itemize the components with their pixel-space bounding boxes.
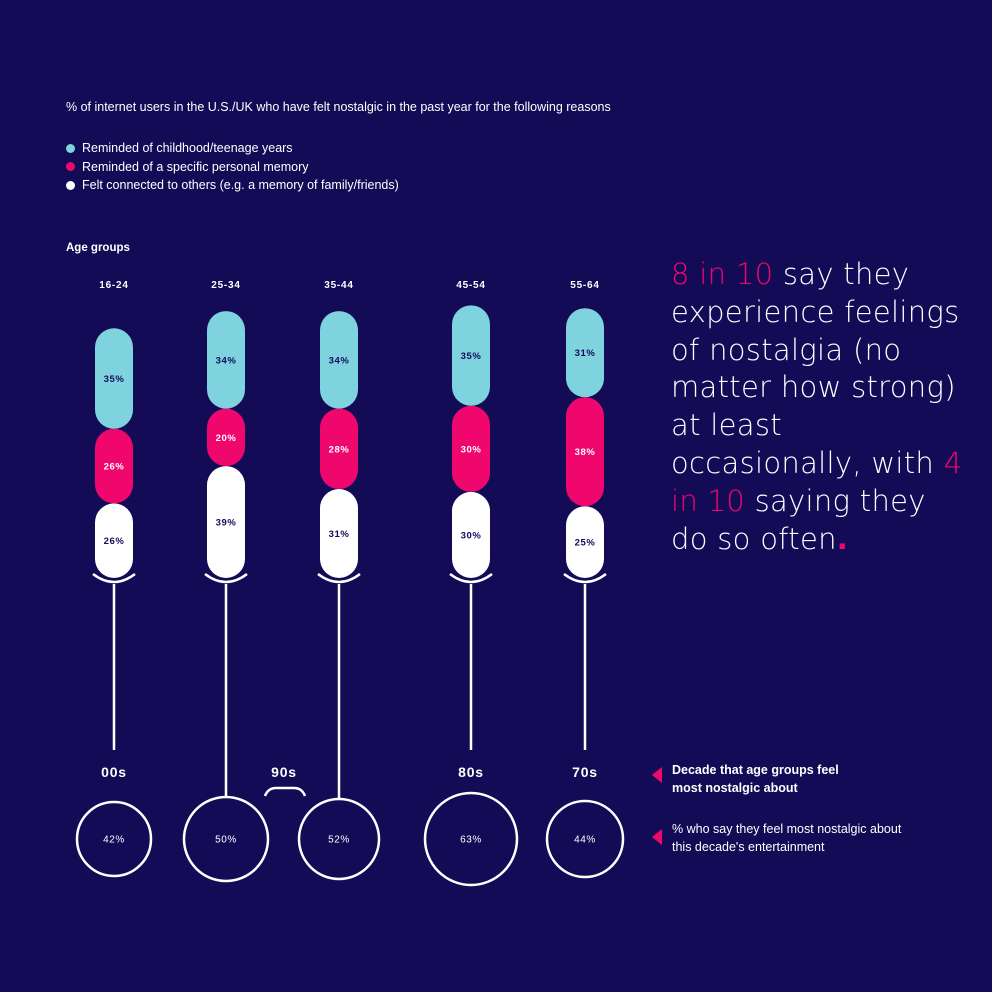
bar-segment-16-24-1 xyxy=(95,428,133,504)
nostalgia-quote: 8 in 10 say they experience feelings of … xyxy=(671,256,971,558)
bar-segment-55-64-2 xyxy=(566,506,604,578)
data-label-55-64-2: 25% xyxy=(575,538,596,549)
data-label-16-24-0: 35% xyxy=(104,374,125,385)
bar-segment-25-34-2 xyxy=(207,466,245,578)
data-label-55-64-0: 31% xyxy=(575,348,596,359)
decade-circle-55-64 xyxy=(545,799,625,879)
bar-bracket xyxy=(563,572,607,584)
bar-bracket xyxy=(317,572,361,584)
data-label-16-24-2: 26% xyxy=(104,536,125,547)
key-decade: Decade that age groups feel most nostalg… xyxy=(652,761,852,797)
legend-swatch-memory xyxy=(66,162,75,172)
stacked-bar-chart: 16-24 26% 26% 35% 42% 25-34 39% 20% 34% 50% 35-44 3… xyxy=(75,280,625,887)
key-decade-label: Decade that age groups feel most nostalg… xyxy=(672,763,839,795)
pointer-icon xyxy=(652,767,662,783)
quote-text-2: saying they do so often xyxy=(671,483,926,556)
key-percent: % who say they feel most nostalgic about… xyxy=(652,820,902,856)
decade-percent-45-54: 63% xyxy=(460,835,482,846)
data-label-35-44-2: 31% xyxy=(329,529,350,540)
data-label-16-24-1: 26% xyxy=(104,462,125,473)
legend-swatch-connected xyxy=(66,180,75,190)
bar-segment-35-44-1 xyxy=(320,408,358,490)
bar-segment-45-54-0 xyxy=(452,305,490,406)
age-label-35-44: 35-44 xyxy=(324,280,354,291)
data-label-35-44-0: 34% xyxy=(329,355,350,366)
bar-segment-25-34-1 xyxy=(207,408,245,467)
quote-text-1: say they experience feelings of nostalgi… xyxy=(671,257,960,480)
data-label-25-34-0: 34% xyxy=(216,355,237,366)
age-label-45-54: 45-54 xyxy=(456,280,486,291)
quote-highlight-8-in-10: 8 in 10 xyxy=(671,257,774,291)
decade-percent-35-44: 52% xyxy=(328,835,350,846)
legend-item-connected: Felt connected to others (e.g. a memory … xyxy=(66,176,399,195)
bar-segment-16-24-2 xyxy=(95,503,133,578)
bar-segment-45-54-2 xyxy=(452,491,490,578)
data-label-35-44-1: 28% xyxy=(329,444,350,455)
legend-label-memory: Reminded of a specific personal memory xyxy=(82,159,309,174)
data-label-45-54-0: 35% xyxy=(461,351,482,362)
data-label-45-54-2: 30% xyxy=(461,530,482,541)
decade-circle-25-34 xyxy=(182,795,270,883)
data-label-25-34-2: 39% xyxy=(216,518,237,529)
legend-item-memory: Reminded of a specific personal memory xyxy=(66,158,399,177)
age-label-16-24: 16-24 xyxy=(99,280,129,291)
age-groups-title: Age groups xyxy=(66,242,130,254)
bar-bracket xyxy=(449,572,493,584)
decade-90s-bracket xyxy=(263,786,307,797)
bar-segment-55-64-0 xyxy=(566,308,604,398)
decade-label-90s: 90s xyxy=(271,764,297,780)
bar-segment-35-44-0 xyxy=(320,311,358,409)
data-label-25-34-1: 20% xyxy=(216,433,237,444)
pointer-icon xyxy=(652,829,662,845)
decade-label-00s: 00s xyxy=(101,764,127,780)
decade-percent-16-24: 42% xyxy=(103,835,125,846)
bar-segment-55-64-1 xyxy=(566,397,604,507)
legend-item-childhood: Reminded of childhood/teenage years xyxy=(66,139,399,158)
decade-percent-25-34: 50% xyxy=(215,835,237,846)
legend: Reminded of childhood/teenage years Remi… xyxy=(66,139,399,195)
data-label-55-64-1: 38% xyxy=(575,447,596,458)
age-label-25-34: 25-34 xyxy=(211,280,241,291)
bar-segment-25-34-0 xyxy=(207,311,245,409)
bar-segment-16-24-0 xyxy=(95,328,133,429)
data-label-45-54-1: 30% xyxy=(461,444,482,455)
quote-highlight-4-in-10: 4 in 10 xyxy=(671,445,963,518)
age-label-55-64: 55-64 xyxy=(570,280,600,291)
decade-circle-45-54 xyxy=(423,791,519,887)
legend-label-childhood: Reminded of childhood/teenage years xyxy=(82,141,293,156)
legend-swatch-childhood xyxy=(66,143,75,153)
bar-segment-35-44-2 xyxy=(320,489,358,578)
chart-subtitle: % of internet users in the U.S./UK who h… xyxy=(66,100,611,114)
decade-label-70s: 70s xyxy=(572,764,598,780)
decade-percent-55-64: 44% xyxy=(574,835,596,846)
quote-dot: . xyxy=(836,521,849,556)
decade-label-80s: 80s xyxy=(458,764,484,780)
bar-segment-45-54-1 xyxy=(452,405,490,492)
decade-circle-16-24 xyxy=(75,800,153,878)
key-percent-label: % who say they feel most nostalgic about… xyxy=(672,822,902,854)
bar-bracket xyxy=(204,572,248,584)
legend-label-connected: Felt connected to others (e.g. a memory … xyxy=(82,178,399,193)
bar-bracket xyxy=(92,572,136,584)
decade-circle-35-44 xyxy=(297,797,381,881)
